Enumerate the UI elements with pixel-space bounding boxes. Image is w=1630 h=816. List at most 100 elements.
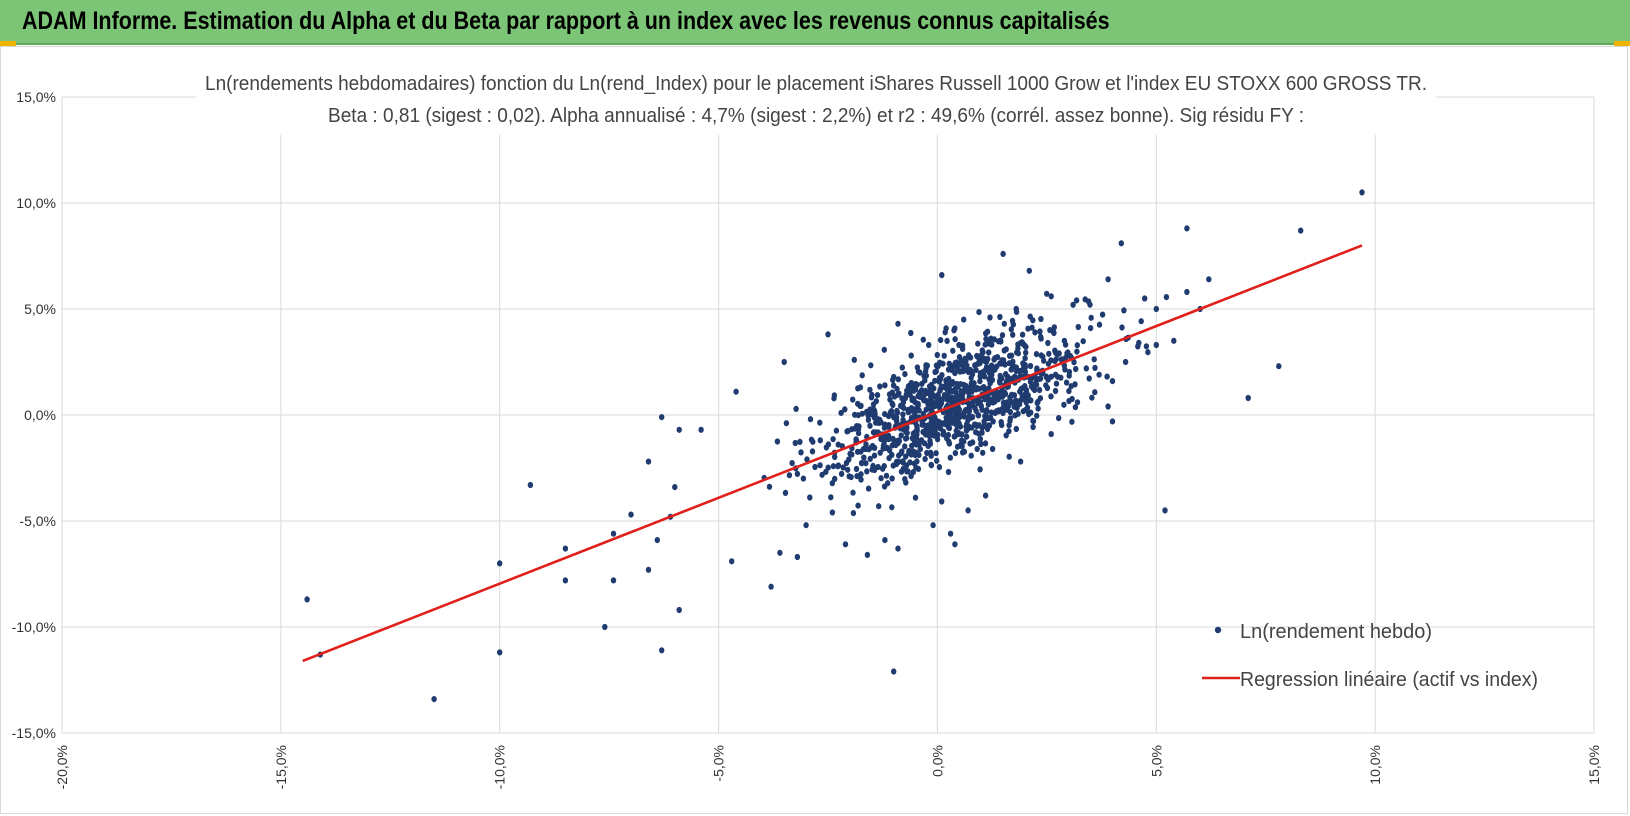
data-point [969,368,975,375]
data-point [1206,276,1212,283]
data-point [1015,345,1021,352]
data-point [868,362,874,369]
data-point [1031,386,1038,394]
data-point [1048,393,1054,400]
data-point [1006,453,1012,460]
report-title: ADAM Informe. Estimation du Alpha et du … [22,7,1110,35]
data-point [1022,355,1028,362]
data-point [875,463,881,471]
data-point [1138,318,1144,325]
data-point [809,448,816,455]
data-point [1015,350,1021,357]
data-point [978,352,984,359]
data-point [1022,368,1028,376]
data-point [1092,389,1098,396]
data-point [889,504,895,511]
data-point [952,325,958,332]
data-point [1063,379,1070,386]
data-point [933,423,940,430]
data-point [1068,383,1074,390]
data-point [645,458,652,465]
data-point [1053,380,1060,387]
data-point [1032,380,1039,387]
data-point [1069,395,1075,403]
data-point [1061,401,1067,408]
data-point [954,359,960,367]
data-point [804,456,810,463]
data-point [982,341,988,348]
data-point [920,428,926,436]
data-point [1022,383,1028,390]
data-point [947,365,953,372]
data-point [940,430,947,437]
data-point [1026,267,1033,274]
data-point [963,382,969,390]
data-point [952,336,958,343]
data-point [1065,349,1071,356]
data-point [975,340,981,347]
data-point [768,583,774,590]
x-tick-label: 0,0% [929,745,945,777]
data-point [859,372,865,379]
data-point [1052,387,1059,395]
data-point [817,462,823,469]
data-point [978,403,984,410]
data-point [949,419,955,426]
data-point [807,494,813,501]
data-point [1105,276,1111,283]
data-point [882,537,888,544]
data-point [900,426,906,433]
data-point [1034,412,1040,419]
data-point [562,545,569,552]
data-point [864,468,870,475]
data-point [840,464,846,471]
data-point [961,448,968,455]
data-point [984,414,991,421]
data-point [984,328,991,335]
data-point [975,412,982,419]
data-point [1030,423,1036,431]
data-point [899,448,905,455]
data-point [562,577,569,584]
data-point [1005,402,1012,409]
data-point [945,392,951,399]
data-point [934,351,940,359]
data-point [937,359,943,366]
data-point [855,412,861,419]
data-point [980,449,986,456]
data-point [1074,342,1081,349]
data-point [944,337,950,344]
data-point [912,429,918,436]
data-point [939,498,945,505]
data-point [1359,189,1365,196]
data-point [1037,375,1044,382]
data-point [987,314,993,321]
data-point [1096,321,1103,328]
data-point [978,440,984,448]
data-point [911,387,917,394]
data-point [910,469,916,476]
data-point [867,386,873,393]
data-point [883,472,890,479]
data-point [907,459,913,466]
data-point [926,388,933,395]
data-point [1000,250,1006,257]
data-point [851,356,857,363]
data-point [1080,338,1086,345]
data-point [1153,341,1160,349]
data-point [431,696,437,703]
data-point [828,494,834,501]
data-point [789,460,795,467]
data-point [984,407,990,414]
data-point [1028,397,1034,404]
grid-lines [61,96,1595,734]
y-tick-label: 0,0% [24,407,56,423]
data-point [936,378,942,385]
data-point [985,422,992,429]
data-point [900,459,906,466]
data-point [786,472,793,479]
data-point [942,329,948,336]
data-point [858,448,864,455]
data-point [955,418,961,425]
data-point [1013,425,1019,433]
